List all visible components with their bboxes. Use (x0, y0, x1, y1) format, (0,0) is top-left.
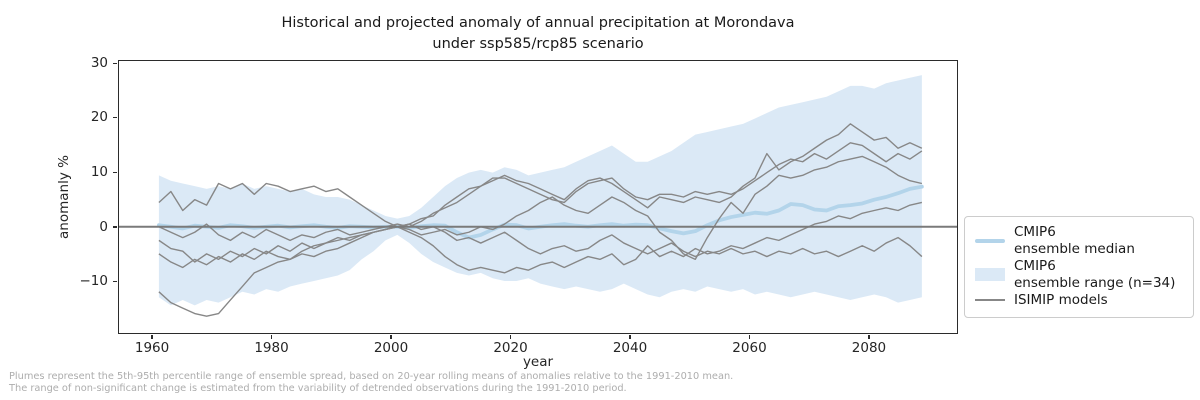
y-tick-mark (113, 226, 117, 228)
x-tick-label: 2080 (851, 340, 887, 356)
y-tick-label: 30 (90, 54, 108, 71)
legend-label: CMIP6 (1014, 224, 1056, 240)
x-tick-label: 2000 (373, 340, 409, 356)
footnote-line1: Plumes represent the 5th-95th percentile… (9, 371, 734, 382)
legend-label: ensemble median (1014, 240, 1135, 257)
legend-label: CMIP6 (1014, 258, 1056, 274)
x-axis-label: year (522, 354, 554, 370)
x-tick-label: 2040 (612, 340, 648, 356)
cmip6-ensemble-range-area (158, 75, 922, 306)
y-tick-label: −10 (79, 273, 109, 290)
isimip-model-line-2 (158, 123, 923, 242)
legend-swatch-isimip-line (975, 299, 1005, 302)
x-tick-label: 1960 (134, 340, 170, 356)
legend-item-ensemble-range: CMIP6 ensemble range (n=34) (975, 258, 1183, 291)
x-tick-mark (151, 335, 153, 339)
x-tick-mark (509, 335, 512, 339)
footnote: Plumes represent the 5th-95th percentile… (9, 371, 733, 395)
x-tick-label: 1980 (254, 340, 289, 356)
x-tick-label: 2060 (732, 340, 767, 356)
y-axis-label: anomanly % (56, 155, 72, 239)
legend: CMIP6 ensemble median CMIP6 ensemble ran… (964, 216, 1194, 318)
x-tick-mark (270, 335, 273, 339)
chart-title: Historical and projected anomaly of annu… (118, 13, 958, 54)
legend-swatch-median-line (975, 238, 1005, 243)
y-tick-mark (113, 117, 117, 119)
y-tick-mark (113, 62, 117, 64)
plot-area (118, 60, 958, 334)
y-tick-mark (113, 171, 117, 174)
plot-svg (119, 75, 957, 317)
legend-item-isimip-models: ISIMIP models (975, 292, 1183, 309)
x-tick-mark (868, 335, 870, 339)
chart-title-line2: under ssp585/rcp85 scenario (432, 35, 644, 52)
x-tick-mark (748, 335, 751, 339)
legend-label: ISIMIP models (1014, 292, 1108, 308)
y-tick-label: 10 (90, 163, 108, 180)
x-tick-mark (629, 335, 631, 339)
legend-label: ensemble range (n=34) (1014, 274, 1176, 291)
legend-item-ensemble-median: CMIP6 ensemble median (975, 224, 1183, 257)
isimip-model-line-3 (158, 155, 923, 263)
y-tick-label: 20 (90, 109, 108, 126)
y-tick-mark (113, 281, 117, 283)
x-tick-label: 2020 (493, 340, 528, 356)
x-tick-mark (390, 335, 392, 339)
y-tick-label: 0 (99, 218, 108, 235)
isimip-model-line-5 (158, 223, 923, 317)
legend-swatch-range-patch (975, 268, 1005, 281)
footnote-line2: The range of non-significant change is e… (9, 382, 627, 394)
chart-title-line1: Historical and projected anomaly of annu… (281, 15, 795, 31)
isimip-model-line-4 (158, 201, 923, 274)
